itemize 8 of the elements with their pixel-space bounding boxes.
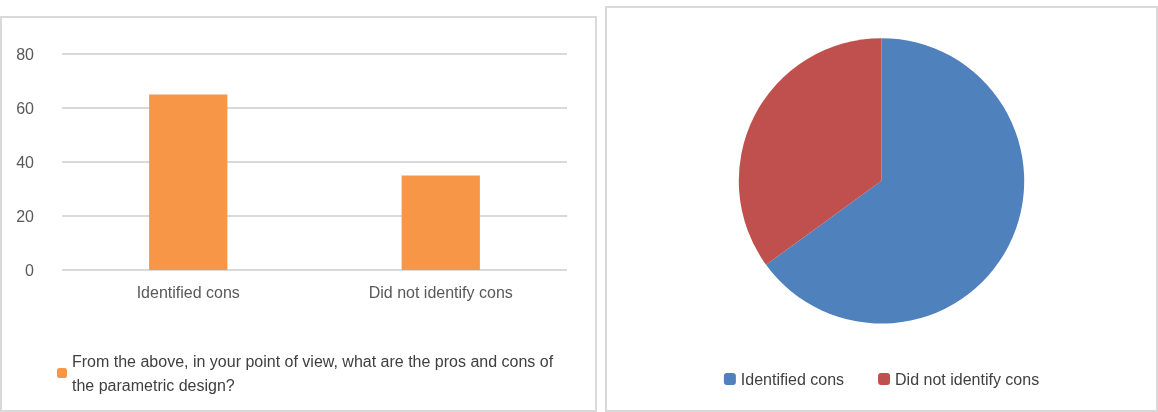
legend-label: Did not identify cons (895, 370, 1040, 388)
y-tick-label: 60 (16, 99, 35, 117)
y-tick-label: 20 (16, 207, 35, 225)
legend-label: Identified cons (740, 370, 845, 388)
y-tick-label: 40 (16, 153, 35, 171)
legend-label: From the above, in your point of view, what are the pros and cons of the parametric design? (72, 352, 558, 394)
y-tick-label: 80 (16, 45, 35, 63)
y-tick-label: 0 (25, 261, 35, 279)
